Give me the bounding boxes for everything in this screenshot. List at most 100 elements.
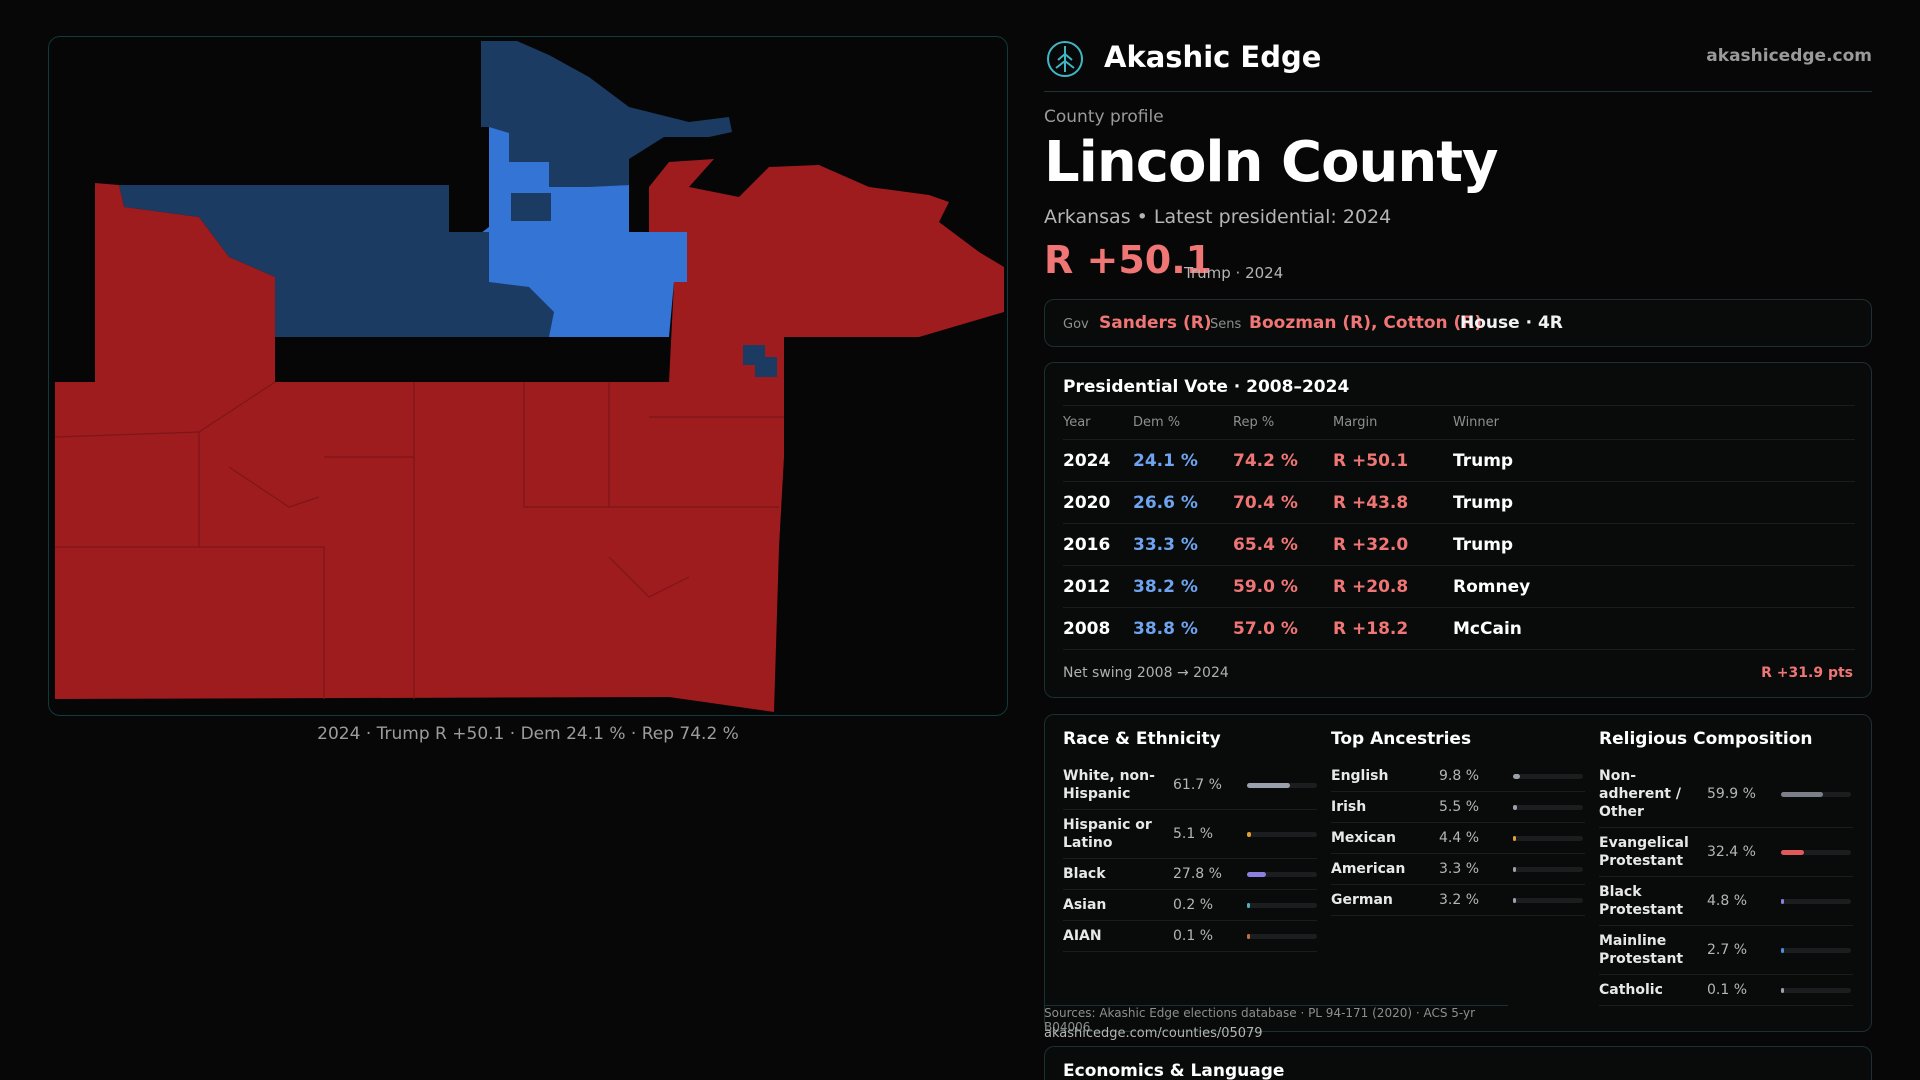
ancestry-title: Top Ancestries xyxy=(1331,729,1472,749)
stat-value: 3.3 % xyxy=(1439,861,1480,877)
stat-row: Evangelical Protestant 32.4 % xyxy=(1599,828,1853,877)
county-map[interactable] xyxy=(48,36,1008,716)
page-title: Lincoln County xyxy=(1044,130,1499,195)
stat-label: German xyxy=(1331,892,1393,908)
stat-bar xyxy=(1781,791,1851,797)
stat-bar-fill xyxy=(1247,902,1250,908)
economics-card: Economics & Language xyxy=(1044,1046,1872,1080)
stat-value: 32.4 % xyxy=(1707,844,1756,860)
religion-title: Religious Composition xyxy=(1599,729,1813,749)
net-swing-label: Net swing 2008 → 2024 xyxy=(1063,665,1229,681)
stat-bar-fill xyxy=(1513,866,1516,872)
col-header-year: Year xyxy=(1063,405,1133,440)
cell-rep: 57.0 % xyxy=(1233,607,1333,650)
stat-value: 2.7 % xyxy=(1707,942,1748,958)
cell-dem: 33.3 % xyxy=(1133,523,1233,566)
cell-margin: R +50.1 xyxy=(1333,439,1453,482)
stat-bar xyxy=(1781,987,1851,993)
stat-row: Asian 0.2 % xyxy=(1063,890,1317,921)
precinct-northwest-rep[interactable] xyxy=(95,183,275,382)
cell-dem: 24.1 % xyxy=(1133,439,1233,482)
stat-bar-fill xyxy=(1781,791,1823,797)
cell-rep: 65.4 % xyxy=(1233,523,1333,566)
officials-card: Gov Sanders (R) Sens Boozman (R), Cotton… xyxy=(1044,299,1872,347)
stat-row: Catholic 0.1 % xyxy=(1599,975,1853,1006)
stat-bar-fill xyxy=(1513,773,1520,779)
cell-year: 2008 xyxy=(1063,607,1133,650)
brand-url-link[interactable]: akashicedge.com xyxy=(1706,46,1872,66)
cell-margin: R +32.0 xyxy=(1333,523,1453,566)
precinct-south-rep[interactable] xyxy=(55,382,784,712)
brand-name[interactable]: Akashic Edge xyxy=(1104,40,1322,74)
precinct-northeast-rep[interactable] xyxy=(649,159,1004,382)
cell-margin: R +20.8 xyxy=(1333,565,1453,608)
stat-row: AIAN 0.1 % xyxy=(1063,921,1317,952)
stat-bar xyxy=(1247,782,1317,788)
table-row: 2024 24.1 % 74.2 % R +50.1 Trump xyxy=(1063,439,1855,482)
stat-label: Catholic xyxy=(1599,982,1663,998)
stat-value: 4.8 % xyxy=(1707,893,1748,909)
precinct-enclave[interactable] xyxy=(511,193,551,221)
religion-column: Religious Composition Non-adherent / Oth… xyxy=(1599,729,1853,1006)
precinct-boundaries xyxy=(54,381,784,699)
cell-winner: Trump xyxy=(1453,523,1855,566)
stat-bar-fill xyxy=(1247,782,1291,788)
stat-bar xyxy=(1247,831,1317,837)
race-title: Race & Ethnicity xyxy=(1063,729,1221,749)
stat-value: 4.4 % xyxy=(1439,830,1480,846)
stat-bar-fill xyxy=(1781,947,1784,953)
gov-value: Sanders (R) xyxy=(1099,313,1212,333)
stat-bar-fill xyxy=(1247,831,1251,837)
gov-label: Gov xyxy=(1063,317,1089,332)
stat-label: AIAN xyxy=(1063,928,1102,944)
vote-table: Year Dem % Rep % Margin Winner 2024 24.1… xyxy=(1063,405,1855,650)
county-subline: Arkansas • Latest presidential: 2024 xyxy=(1044,206,1392,228)
stat-value: 0.1 % xyxy=(1173,928,1214,944)
stat-row: Non-adherent / Other 59.9 % xyxy=(1599,761,1853,828)
precinct-map-svg[interactable] xyxy=(49,37,1008,716)
cell-winner: Romney xyxy=(1453,565,1855,608)
cell-year: 2016 xyxy=(1063,523,1133,566)
stat-row: Black 27.8 % xyxy=(1063,859,1317,890)
sources-url-link[interactable]: akashicedge.com/counties/05079 xyxy=(1044,1026,1263,1041)
stat-bar xyxy=(1513,804,1583,810)
cell-margin: R +18.2 xyxy=(1333,607,1453,650)
religion-list: Non-adherent / Other 59.9 % Evangelical Pr… xyxy=(1599,761,1853,1006)
tree-logo-icon[interactable] xyxy=(1046,40,1084,78)
race-list: White, non-Hispanic 61.7 % Hispanic or Lat… xyxy=(1063,761,1317,952)
net-swing-value: R +31.9 pts xyxy=(1761,665,1853,681)
stat-value: 61.7 % xyxy=(1173,777,1222,793)
stat-row: Hispanic or Latino 5.1 % xyxy=(1063,810,1317,859)
profile-panel: Akashic Edge akashicedge.com County prof… xyxy=(1044,0,1872,1080)
stat-bar xyxy=(1247,871,1317,877)
precinct-west-dem-dark[interactable] xyxy=(119,185,554,337)
stat-bar-fill xyxy=(1513,835,1517,841)
stat-value: 5.1 % xyxy=(1173,826,1214,842)
stat-label: Hispanic or Latino xyxy=(1063,817,1152,851)
econ-title: Economics & Language xyxy=(1063,1061,1285,1080)
stat-value: 59.9 % xyxy=(1707,786,1756,802)
col-header-margin: Margin xyxy=(1333,405,1453,440)
cell-year: 2024 xyxy=(1063,439,1133,482)
cell-year: 2012 xyxy=(1063,565,1133,608)
stat-bar xyxy=(1513,773,1583,779)
stat-row: German 3.2 % xyxy=(1331,885,1585,916)
brand-header: Akashic Edge akashicedge.com xyxy=(1044,36,1872,92)
cell-dem: 38.8 % xyxy=(1133,607,1233,650)
ancestry-column: Top Ancestries English 9.8 % Irish 5.5 % Mex… xyxy=(1331,729,1585,916)
vote-card-title: Presidential Vote · 2008–2024 xyxy=(1063,377,1350,397)
precinct-east-enclave-2[interactable] xyxy=(755,357,777,377)
stat-row: Black Protestant 4.8 % xyxy=(1599,877,1853,926)
stat-bar-fill xyxy=(1513,897,1516,903)
sources-note: Sources: Akashic Edge elections database… xyxy=(1044,1005,1508,1034)
house-value: House · 4R xyxy=(1460,313,1563,333)
stat-label: White, non-Hispanic xyxy=(1063,768,1155,802)
col-header-dem: Dem % xyxy=(1133,405,1233,440)
stat-bar xyxy=(1781,947,1851,953)
stat-value: 27.8 % xyxy=(1173,866,1222,882)
stat-value: 0.2 % xyxy=(1173,897,1214,913)
latest-margin: R +50.1 xyxy=(1044,238,1213,282)
page-eyebrow: County profile xyxy=(1044,107,1164,127)
race-column: Race & Ethnicity White, non-Hispanic 61.7… xyxy=(1063,729,1317,952)
stat-row: White, non-Hispanic 61.7 % xyxy=(1063,761,1317,810)
